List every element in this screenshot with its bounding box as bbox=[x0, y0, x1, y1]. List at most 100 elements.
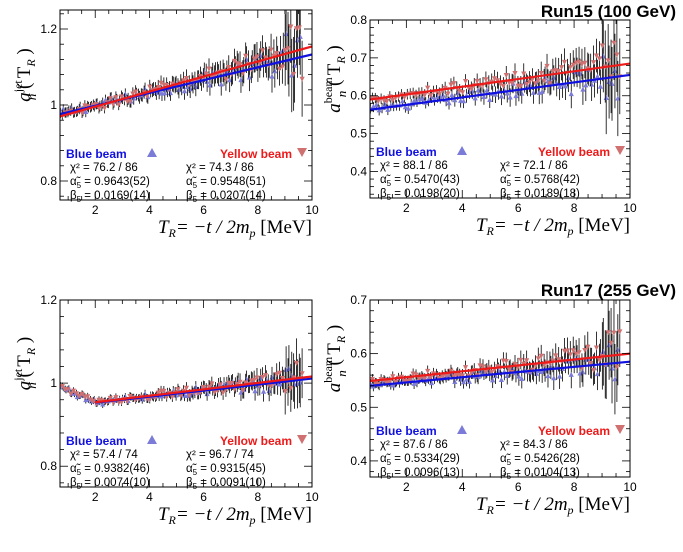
blue-point bbox=[557, 373, 563, 379]
x-tick-label: 6 bbox=[200, 490, 207, 504]
yellow-point bbox=[262, 55, 269, 61]
y-tick-label: 0.7 bbox=[350, 293, 367, 307]
blue-point bbox=[428, 380, 435, 386]
blue-point bbox=[504, 90, 510, 96]
yellow-point bbox=[483, 369, 489, 375]
yellow-point bbox=[164, 82, 170, 88]
yellow-point bbox=[390, 98, 396, 104]
yellow-point bbox=[436, 91, 442, 97]
blue-point bbox=[580, 86, 586, 92]
yellow-point bbox=[254, 375, 260, 381]
blue-point bbox=[577, 370, 583, 376]
blue-point bbox=[277, 381, 284, 387]
yellow-point bbox=[427, 375, 434, 381]
yellow-point bbox=[614, 52, 620, 58]
yellow-point bbox=[547, 81, 553, 87]
yellow-point bbox=[293, 360, 300, 366]
blue-point bbox=[207, 82, 213, 88]
yellow-point bbox=[599, 43, 605, 49]
yellow-point bbox=[243, 380, 249, 386]
blue-alpha: α̃5 = 0.5470(43) bbox=[380, 174, 460, 188]
blue-point bbox=[252, 388, 258, 394]
x-tick-label: 4 bbox=[459, 201, 466, 215]
y-tick-label: 1.2 bbox=[40, 22, 57, 36]
yellow-point bbox=[576, 59, 582, 65]
blue-chi2: χ² = 87.6 / 86 bbox=[380, 439, 448, 451]
blue-point bbox=[490, 377, 496, 383]
y-tick-label: 0.7 bbox=[350, 51, 367, 65]
yellow-point bbox=[118, 94, 125, 100]
yellow-point bbox=[509, 81, 515, 87]
blue-point bbox=[385, 106, 391, 112]
yellow-point bbox=[226, 65, 232, 71]
yellow-point bbox=[407, 377, 413, 383]
x-axis-label: TR= −t / 2mp [MeV] bbox=[476, 494, 630, 517]
blue-point bbox=[597, 83, 603, 89]
yellow-point bbox=[518, 357, 524, 363]
yellow-point bbox=[237, 379, 243, 385]
yellow-point bbox=[127, 394, 133, 400]
yellow-point bbox=[96, 106, 102, 112]
blue-point bbox=[260, 388, 267, 394]
yellow-point bbox=[550, 69, 556, 75]
data-area bbox=[370, 20, 630, 137]
yellow-point bbox=[590, 367, 597, 373]
run15-label: Run15 (100 GeV) bbox=[541, 2, 676, 21]
yellow-point bbox=[65, 387, 71, 393]
blue-point bbox=[238, 77, 244, 83]
blue-point bbox=[460, 98, 467, 104]
blue-point bbox=[551, 375, 557, 381]
yellow-point bbox=[541, 78, 547, 84]
x-tick-label: 10 bbox=[623, 201, 637, 215]
x-tick-label: 8 bbox=[254, 490, 261, 504]
yellow-alpha: α̃5 = 0.5426(28) bbox=[500, 453, 580, 467]
yellow-point bbox=[427, 93, 434, 99]
yellow-point bbox=[387, 379, 393, 385]
yellow-point bbox=[254, 54, 260, 60]
yellow-point bbox=[85, 394, 91, 400]
yellow-point bbox=[276, 66, 283, 72]
yellow-point bbox=[596, 56, 603, 62]
x-tick-label: 6 bbox=[200, 203, 207, 217]
yellow-point bbox=[228, 381, 235, 387]
blue-fit-line bbox=[370, 360, 630, 387]
yellow-point bbox=[375, 99, 381, 105]
yellow-point bbox=[279, 64, 285, 70]
yellow-point bbox=[462, 365, 469, 371]
legend-blue-label: Blue beam bbox=[66, 147, 127, 161]
yellow-point bbox=[532, 81, 538, 87]
yellow-point bbox=[282, 388, 288, 394]
blue-point bbox=[452, 379, 458, 385]
yellow-beta: β5 = 0.0189(18) bbox=[500, 188, 580, 202]
yellow-point bbox=[593, 345, 600, 351]
yellow-point bbox=[144, 93, 150, 99]
x-tick-label: 10 bbox=[305, 203, 319, 217]
yellow-point bbox=[90, 398, 96, 404]
blue-fit-line bbox=[370, 73, 630, 111]
x-tick-label: 2 bbox=[92, 203, 99, 217]
data-area bbox=[60, 338, 312, 415]
blue-point bbox=[475, 87, 481, 93]
yellow-point bbox=[220, 390, 226, 396]
yellow-chi2: χ² = 72.1 / 86 bbox=[500, 160, 568, 172]
yellow-point bbox=[593, 53, 600, 59]
y-axis-label: ajetn ( TR ) bbox=[11, 48, 39, 102]
blue-beta: β5 = 0.0198(20) bbox=[380, 188, 460, 202]
blue-point bbox=[466, 378, 472, 384]
yellow-point bbox=[102, 105, 108, 111]
blue-point bbox=[498, 376, 505, 382]
yellow-point bbox=[76, 393, 82, 399]
yellow-point bbox=[299, 76, 305, 82]
blue-point bbox=[405, 105, 411, 111]
yellow-point bbox=[299, 371, 305, 377]
blue-point bbox=[530, 89, 537, 95]
run17-label: Run17 (255 GeV) bbox=[541, 281, 676, 300]
yellow-point bbox=[268, 383, 274, 389]
y-tick-label: 0.8 bbox=[350, 13, 367, 27]
blue-point bbox=[402, 104, 408, 110]
yellow-point bbox=[60, 383, 65, 389]
x-tick-label: 8 bbox=[571, 201, 578, 215]
blue-point bbox=[557, 83, 563, 89]
yellow-point bbox=[483, 77, 489, 83]
yellow-point bbox=[240, 71, 246, 77]
